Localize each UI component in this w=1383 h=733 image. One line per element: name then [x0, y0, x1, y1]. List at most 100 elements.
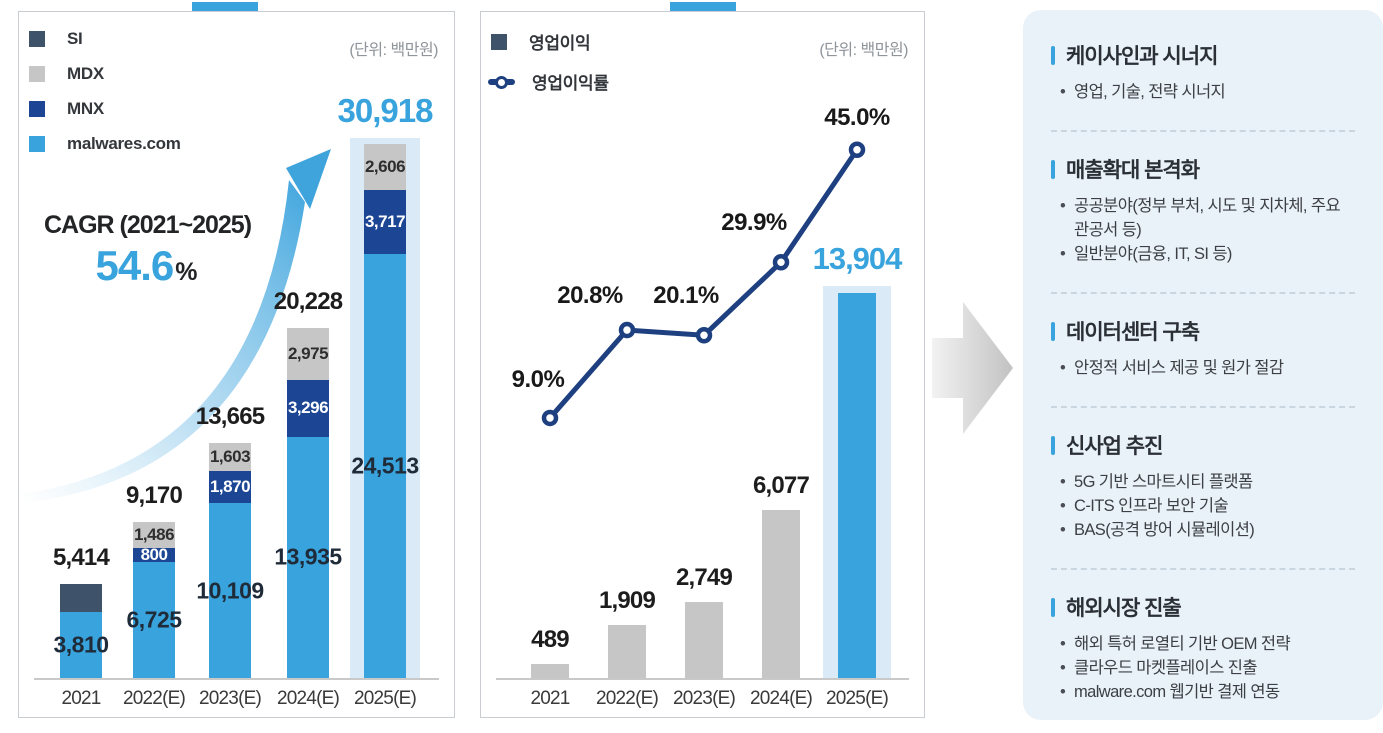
bar-segment-MDX — [364, 144, 406, 190]
section-bullet: • 클라우드 마켓플레이스 진출 — [1051, 656, 1355, 680]
segment-value-label: 10,109 — [196, 577, 264, 604]
legend-swatch — [29, 101, 45, 117]
bullet-dot: • — [1060, 683, 1066, 701]
legend-swatch — [29, 136, 45, 152]
cagr-annotation: CAGR (2021~2025) 54.6% — [44, 211, 252, 290]
x-axis-line — [496, 678, 909, 680]
percent-label: 29.9% — [721, 209, 787, 236]
bar-segment-SI — [60, 584, 102, 613]
profit-bar — [608, 625, 646, 678]
x-axis-line — [34, 678, 439, 680]
bullet-dot: • — [1060, 359, 1066, 377]
bullet-text: malware.com 웹기반 결제 연동 — [1074, 683, 1280, 701]
section-bullet: • 공공분야(정부 부처, 시도 및 지차체, 주요 관공서 등) — [1051, 194, 1355, 242]
section-title: 해외시장 진출 — [1051, 592, 1355, 622]
section-bullet: • C-ITS 인프라 보안 기술 — [1051, 494, 1355, 518]
revenue-legend: SI MDX MNX malwares.com — [29, 29, 181, 169]
profit-bar — [685, 601, 723, 678]
profit-bars-and-line: 489 2021 1,909 2022(E) 2,749 2023(E) 6,077 2024… — [481, 12, 924, 717]
total-value-label: 6,077 — [752, 471, 810, 499]
section-divider — [1051, 292, 1355, 294]
strategy-section: 신사업 추진 • 5G 기반 스마트시티 플랫폼 • C-ITS 인프라 보안 기술 • B… — [1051, 430, 1355, 542]
bar-segment-malwares.com — [364, 253, 406, 678]
x-axis-label: 2024(E) — [277, 688, 340, 709]
x-axis-label: 2025(E) — [354, 688, 417, 709]
bar-segment-malwares.com — [287, 436, 329, 678]
title-accent-bar — [1051, 159, 1055, 179]
section-bullet: • 해외 특허 로열티 기반 OEM 전략 — [1051, 632, 1355, 656]
line-marker — [848, 141, 866, 158]
strategy-section: 해외시장 진출 • 해외 특허 로열티 기반 OEM 전략 • 클라우드 마켓플레이스 … — [1051, 592, 1355, 704]
section-bullets: • 영업, 기술, 전략 시너지 — [1051, 80, 1355, 104]
bar-segment-MNX — [287, 379, 329, 437]
bar-segment-MDX — [133, 522, 175, 548]
bullet-dot: • — [1060, 473, 1066, 491]
section-title-text: 해외시장 진출 — [1066, 597, 1182, 620]
section-title-text: 신사업 추진 — [1066, 435, 1163, 458]
segment-value-label: 1,603 — [209, 446, 251, 466]
bar-segment-MDX — [287, 328, 329, 380]
percent-label: 20.8% — [557, 282, 623, 309]
x-axis-label: 2023(E) — [199, 688, 262, 709]
legend-item: 영업이익률 — [488, 69, 609, 94]
unit-label: (단위: 백만원) — [349, 42, 438, 59]
unit-label: (단위: 백만원) — [819, 42, 908, 59]
section-bullet: • 일반분야(금융, IT, SI 등) — [1051, 242, 1355, 266]
bullet-dot: • — [1060, 521, 1066, 539]
total-value-label: 13,904 — [812, 241, 903, 276]
section-bullet: • BAS(공격 방어 시뮬레이션) — [1051, 518, 1355, 542]
section-divider — [1051, 568, 1355, 570]
legend-swatch — [491, 33, 507, 50]
revenue-chart-panel: (단위: 백만원) SI MDX MNX malwares.com CAGR (202… — [18, 2, 455, 718]
strategy-section: 매출확대 본격화 • 공공분야(정부 부처, 시도 및 지차체, 주요 관공서 등)… — [1051, 154, 1355, 266]
bullet-dot: • — [1060, 83, 1066, 101]
section-title-text: 데이터센터 구축 — [1066, 321, 1200, 344]
bullet-dot: • — [1060, 245, 1066, 263]
section-title: 케이사인과 시너지 — [1051, 40, 1355, 70]
segment-value-label: 13,935 — [274, 543, 342, 570]
total-value-label: 1,909 — [598, 587, 656, 615]
section-bullet: • malware.com 웹기반 결제 연동 — [1051, 680, 1355, 704]
bullet-text: 클라우드 마켓플레이스 진출 — [1074, 659, 1258, 677]
segment-value-label: 800 — [140, 544, 168, 564]
strategy-section: 데이터센터 구축 • 안정적 서비스 제공 및 원가 절감 — [1051, 316, 1355, 380]
bullet-text: 일반분야(금융, IT, SI 등) — [1074, 245, 1232, 263]
line-marker — [541, 409, 559, 427]
x-axis-label: 2025(E) — [826, 688, 889, 709]
section-title: 데이터센터 구축 — [1051, 316, 1355, 346]
x-axis-label: 2021 — [61, 688, 101, 709]
legend-label: malwares.com — [67, 134, 181, 153]
legend-label: 영업이익 — [529, 34, 591, 53]
panel-tab-indicator — [670, 2, 736, 11]
cagr-value: 54.6% — [95, 242, 198, 289]
bullet-text: 공공분야(정부 부처, 시도 및 지차체, 주요 관공서 등) — [1074, 197, 1341, 239]
bar-segment-MDX — [209, 442, 251, 471]
line-marker — [618, 321, 636, 339]
total-value-label: 13,665 — [195, 402, 265, 430]
profit-bar — [762, 509, 800, 678]
segment-value-label: 6,725 — [126, 606, 182, 633]
total-value-label: 9,170 — [125, 482, 183, 510]
legend-item: MNX — [29, 99, 181, 119]
section-bullets: • 5G 기반 스마트시티 플랫폼 • C-ITS 인프라 보안 기술 • BAS(공격 … — [1051, 470, 1355, 542]
strategy-panel: 케이사인과 시너지 • 영업, 기술, 전략 시너지 매출확대 본격화 • 공공분야(정부… — [1023, 10, 1383, 720]
line-marker — [772, 253, 790, 271]
bullet-text: 안정적 서비스 제공 및 원가 절감 — [1074, 359, 1284, 377]
bullet-dot: • — [1060, 197, 1066, 215]
bullet-dot: • — [1060, 635, 1066, 653]
section-divider — [1051, 406, 1355, 408]
segment-value-label: 2,975 — [287, 344, 329, 364]
total-value-label: 20,228 — [273, 288, 343, 316]
percent-label: 9.0% — [511, 366, 565, 393]
legend-label: SI — [67, 29, 83, 48]
bullet-text: BAS(공격 방어 시뮬레이션) — [1074, 521, 1255, 539]
section-bullet: • 안정적 서비스 제공 및 원가 절감 — [1051, 356, 1355, 380]
line-marker-icon — [488, 74, 515, 90]
bullet-text: 해외 특허 로열티 기반 OEM 전략 — [1074, 635, 1291, 653]
segment-value-label: 3,717 — [364, 211, 406, 231]
section-bullet: • 5G 기반 스마트시티 플랫폼 — [1051, 470, 1355, 494]
cagr-label: CAGR (2021~2025) — [44, 211, 252, 239]
